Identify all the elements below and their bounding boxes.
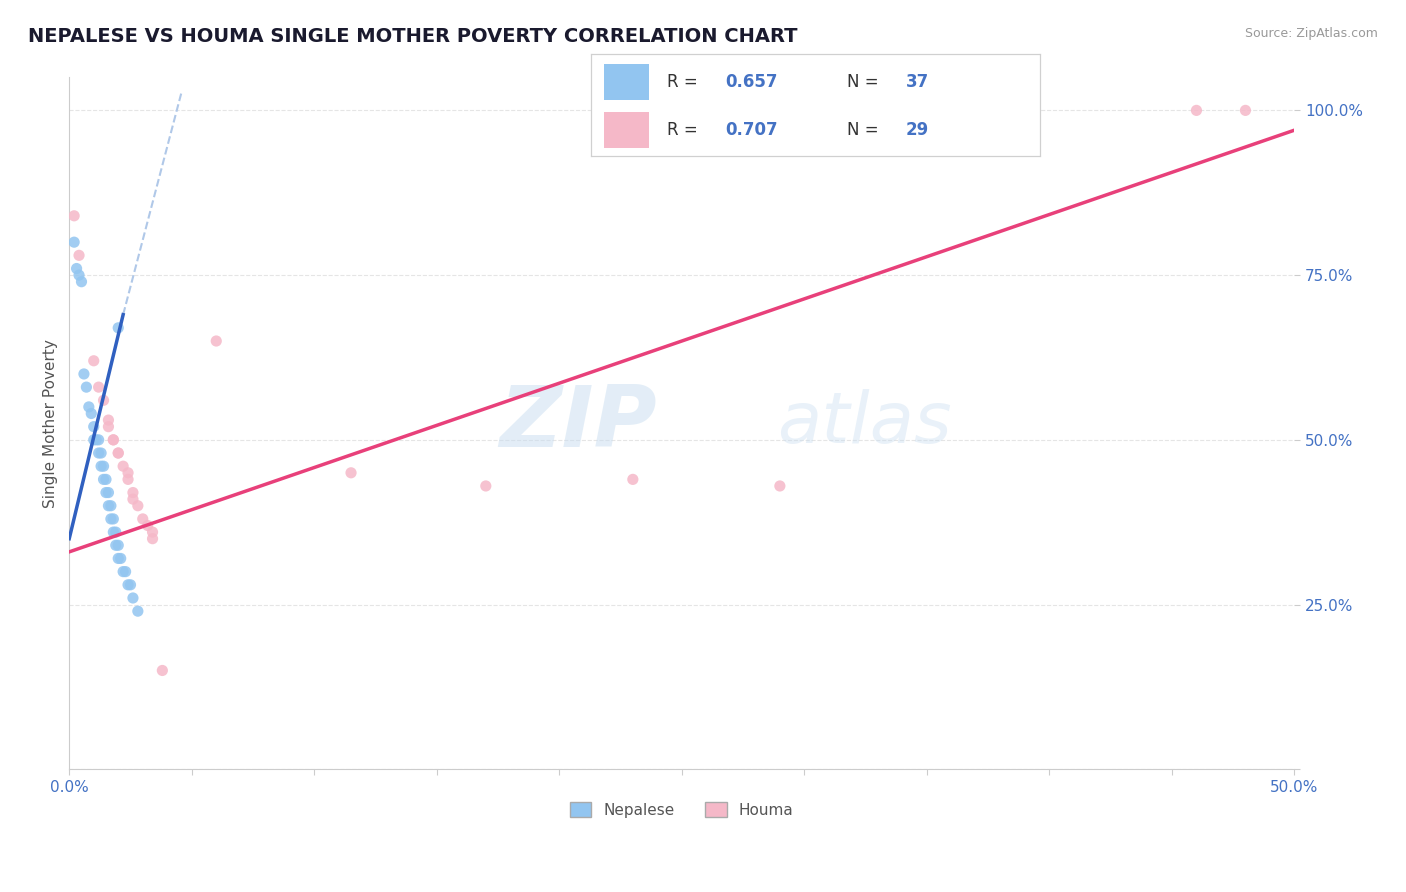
Point [94,472,117,486]
Point [87,446,110,460]
Point [205,334,228,348]
Point [1185,103,1208,118]
Y-axis label: Single Mother Poverty: Single Mother Poverty [44,339,58,508]
Point [90,446,112,460]
Point [117,472,139,486]
Point [114,565,136,579]
Point [122,485,145,500]
Bar [605,64,650,100]
Point [340,466,363,480]
Point [103,433,125,447]
Point [127,604,149,618]
Point [100,512,122,526]
Point [77,400,100,414]
Point [103,525,125,540]
Point [83,433,105,447]
Legend: Nepalese, Houma: Nepalese, Houma [564,796,800,824]
Text: 0.657: 0.657 [725,73,778,91]
Text: 29: 29 [905,121,929,139]
Text: ZIP: ZIP [499,382,658,465]
Point [104,525,127,540]
Point [136,518,159,533]
Point [107,538,129,552]
Point [141,532,163,546]
Point [141,525,163,540]
Point [150,664,173,678]
Point [97,413,120,427]
Point [75,380,97,394]
Point [93,472,115,486]
Point [103,433,125,447]
Point [110,551,132,566]
Point [65,261,87,276]
Point [80,407,103,421]
Point [63,235,86,249]
Point [83,419,105,434]
Text: atlas: atlas [776,389,952,458]
Point [87,380,110,394]
Point [83,353,105,368]
Point [100,499,122,513]
Text: 37: 37 [905,73,929,91]
Point [107,446,129,460]
Point [104,538,127,552]
Point [97,485,120,500]
Point [122,492,145,507]
Point [122,591,145,605]
Point [97,419,120,434]
Point [93,393,115,408]
Text: N =: N = [846,121,884,139]
Point [769,479,792,493]
Point [107,446,129,460]
Point [117,466,139,480]
Point [67,248,90,262]
Point [107,321,129,335]
Point [112,459,135,474]
Point [73,367,96,381]
Bar [605,112,650,148]
Text: R =: R = [666,121,703,139]
Point [93,459,115,474]
Point [120,578,142,592]
Point [103,512,125,526]
Point [84,433,107,447]
Point [63,209,86,223]
Point [475,479,498,493]
Point [1234,103,1257,118]
Text: 0.707: 0.707 [725,121,778,139]
Point [94,485,117,500]
Text: NEPALESE VS HOUMA SINGLE MOTHER POVERTY CORRELATION CHART: NEPALESE VS HOUMA SINGLE MOTHER POVERTY … [28,27,797,45]
Text: Source: ZipAtlas.com: Source: ZipAtlas.com [1244,27,1378,40]
Point [117,578,139,592]
Point [112,565,135,579]
Point [127,499,149,513]
Point [132,512,155,526]
Text: N =: N = [846,73,884,91]
Text: R =: R = [666,73,703,91]
Point [621,472,644,486]
Point [70,275,93,289]
Point [107,551,129,566]
Point [97,499,120,513]
Point [90,459,112,474]
Point [87,433,110,447]
Point [67,268,90,282]
